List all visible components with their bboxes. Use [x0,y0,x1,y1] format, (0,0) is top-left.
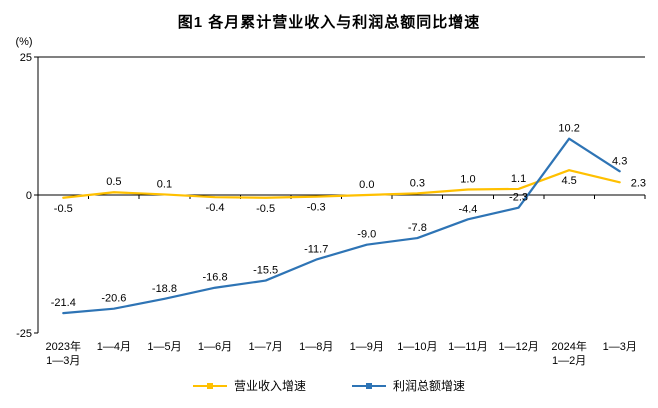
x-category-label: 2023年 [46,339,81,353]
data-label: -0.5 [256,203,275,215]
data-label: 4.5 [561,175,576,187]
legend-item-revenue: 营业收入增速 [192,377,306,394]
chart-canvas: 25 0 -25 (%) 2023年 1—3月 1—4月 1—5月 1—6月 1—7月 1—8月 1—… [15,36,646,367]
data-label: -7.8 [408,222,427,234]
data-label: -0.5 [54,203,73,215]
data-label: -9.0 [357,229,376,241]
data-label: 0.3 [410,177,425,189]
data-label: 4.3 [612,155,627,167]
x-category-label: 1—5月 [147,341,181,353]
data-label: 10.2 [558,123,579,135]
y-tick-label: 0 [26,190,32,202]
data-label: -0.3 [307,202,326,214]
legend-marker-sample [206,382,213,389]
data-label: 2.3 [631,177,646,189]
profit-line [62,137,621,315]
data-label: 0.0 [359,179,374,191]
x-category-label: 1—9月 [350,341,384,353]
x-category-label: 1—7月 [249,341,283,353]
data-label: 1.0 [460,173,475,185]
x-category-label: 1—6月 [198,341,232,353]
x-category-label: 1—2月 [552,355,586,367]
x-category-label: 1—10月 [397,341,437,353]
x-category-label: 1—4月 [97,341,131,353]
data-label: 1.1 [511,173,526,185]
data-label: -16.8 [203,272,228,284]
y-tick-label: -25 [16,328,32,340]
data-label: 0.5 [106,176,121,188]
legend-item-profit: 利润总额增速 [352,377,465,394]
x-category-label: 2024年 [551,339,586,353]
chart-title: 图1 各月累计营业收入与利润总额同比增速 [177,14,481,31]
x-category-label: 1—8月 [299,341,333,353]
data-label: -11.7 [304,244,328,256]
y-tick-label: 25 [20,52,32,64]
y-axis-unit-label: (%) [15,36,32,48]
legend-label-profit: 利润总额增速 [393,379,466,393]
legend-marker-sample [366,382,372,389]
data-label: -15.5 [253,265,278,277]
data-label: -21.4 [51,297,76,309]
data-label: -18.8 [152,283,177,295]
x-category-label: 1—11月 [448,341,488,353]
legend-label-revenue: 营业收入增速 [233,379,306,393]
x-category-label: 1—12月 [498,341,538,353]
data-label: -2.3 [509,192,528,204]
revenue-line [62,169,621,199]
chart-legend: 营业收入增速 利润总额增速 [0,377,658,394]
data-label: 0.1 [157,178,172,190]
x-category-label: 1—3月 [46,355,80,367]
revenue-line-marker-icon [192,382,227,390]
profit-line-marker-icon [352,382,386,390]
x-category-label: 1—3月 [603,341,637,353]
data-label: -0.4 [206,202,225,214]
data-label: -20.6 [101,293,126,305]
data-label: -4.4 [458,203,477,215]
